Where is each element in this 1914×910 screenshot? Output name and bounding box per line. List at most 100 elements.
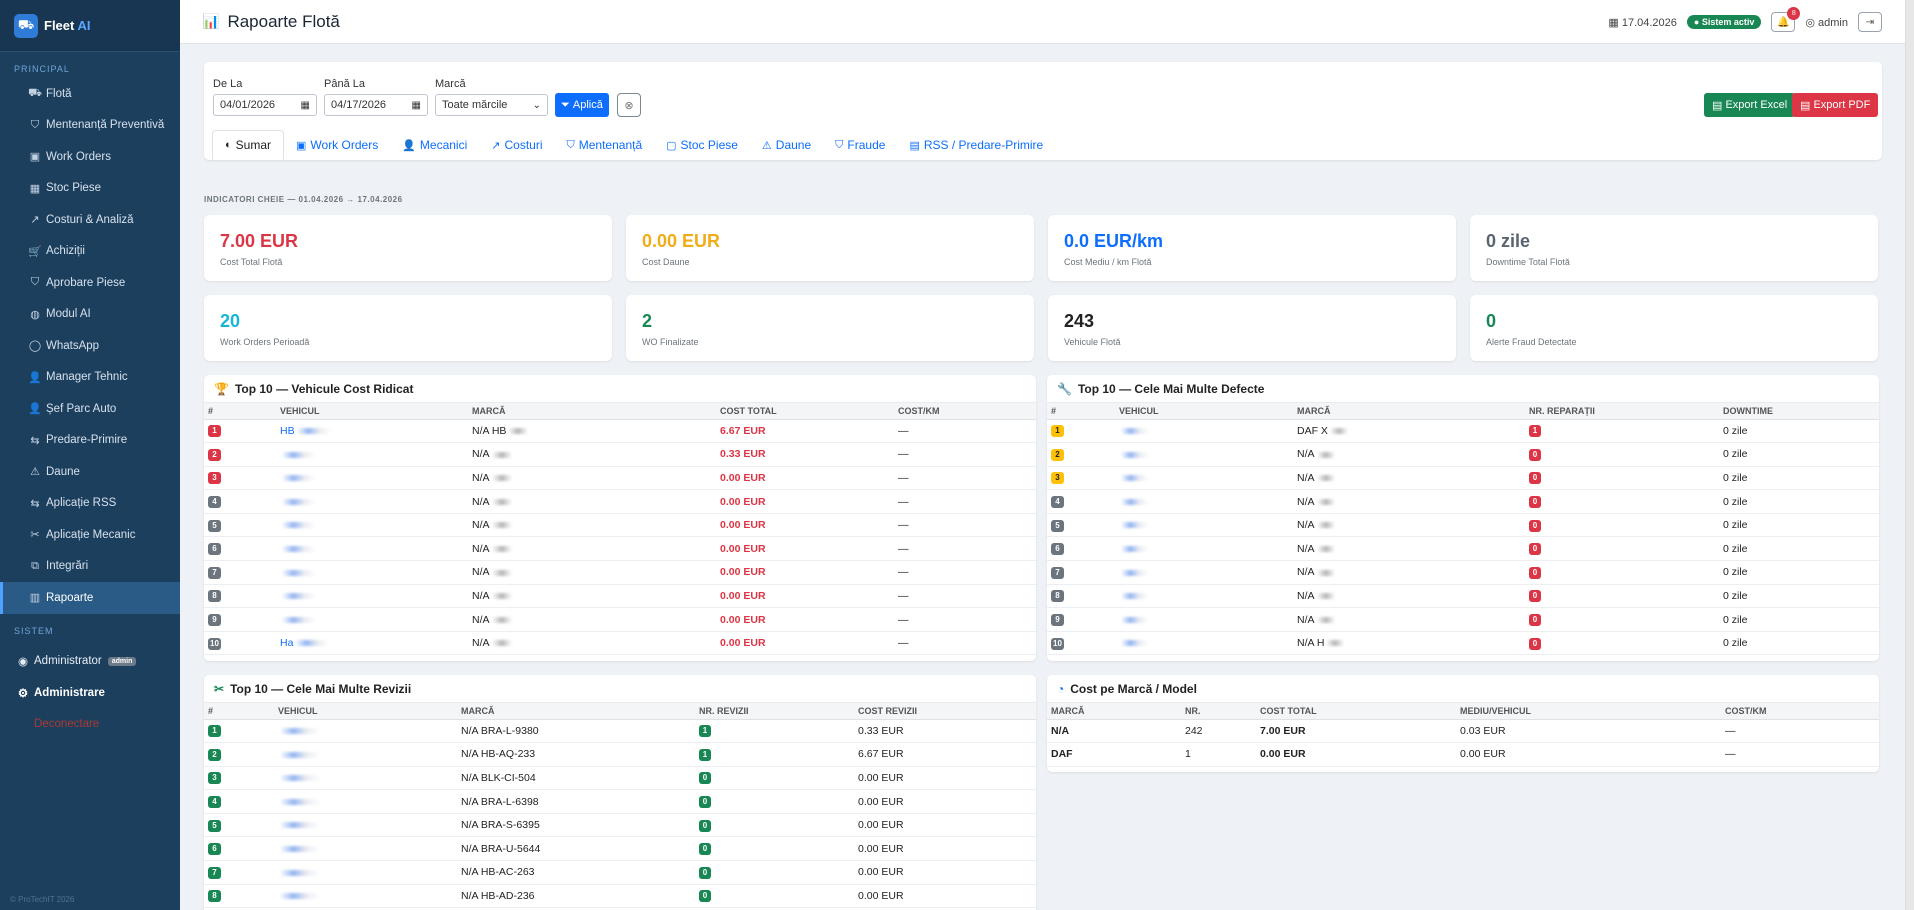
- table-row[interactable]: 10 Ha N/A 0.00 EUR —: [204, 631, 1036, 656]
- sidebar-item-15[interactable]: ✂ Aplicație Mecanic: [0, 519, 180, 551]
- vehicle-cell[interactable]: [274, 719, 457, 744]
- sidebar-item-7[interactable]: ⛉ Aprobare Piese: [0, 267, 180, 299]
- vehicle-cell[interactable]: [1115, 442, 1293, 467]
- vehicle-cell[interactable]: [276, 466, 468, 491]
- sidebar-logout[interactable]: Deconectare: [0, 709, 180, 741]
- apply-button[interactable]: ⏷ Aplică: [555, 93, 609, 117]
- vehicle-cell[interactable]: [276, 489, 468, 514]
- table-row[interactable]: DAF 1 0.00 EUR 0.00 EUR —: [1047, 742, 1879, 767]
- tab-2[interactable]: ▣ Work Orders: [284, 130, 390, 160]
- tab-6[interactable]: ▢ Stoc Piese: [654, 130, 750, 160]
- table-row[interactable]: 9 N/A 0.00 EUR —: [204, 607, 1036, 632]
- table-row[interactable]: 7 N/A 0.00 EUR —: [204, 560, 1036, 585]
- table-row[interactable]: 10 N/A H 0 0 zile: [1047, 631, 1879, 656]
- table-row[interactable]: 5 N/A 0 0 zile: [1047, 513, 1879, 538]
- table-row[interactable]: N/A 242 7.00 EUR 0.03 EUR —: [1047, 719, 1879, 744]
- sidebar-administrator[interactable]: ◉ Administrator admin: [0, 646, 180, 678]
- sidebar-item-6[interactable]: 🛒 Achiziții: [0, 236, 180, 268]
- tab-4[interactable]: ↗ Costuri: [479, 130, 554, 160]
- calendar-icon[interactable]: ▦: [411, 99, 421, 111]
- vehicle-cell[interactable]: [276, 607, 468, 632]
- vehicle-cell[interactable]: [274, 813, 457, 838]
- brand-select[interactable]: Toate mărcile ⌄: [435, 94, 548, 116]
- vehicle-cell[interactable]: [1115, 513, 1293, 538]
- table-row[interactable]: 8 N/A HB-AD-236 0 0.00 EUR: [204, 884, 1036, 909]
- vehicle-cell[interactable]: HB: [276, 419, 468, 444]
- table-row[interactable]: 4 N/A BRA-L-6398 0 0.00 EUR: [204, 789, 1036, 814]
- brand[interactable]: ⛟ Fleet AI: [0, 0, 180, 52]
- vehicle-cell[interactable]: [1115, 489, 1293, 514]
- table-row[interactable]: 5 N/A BRA-S-6395 0 0.00 EUR: [204, 813, 1036, 838]
- vehicle-cell[interactable]: [276, 536, 468, 562]
- vehicle-link[interactable]: HB: [280, 424, 295, 437]
- export-pdf-button[interactable]: ▤ Export PDF: [1792, 93, 1879, 117]
- sidebar-item-5[interactable]: ↗ Costuri & Analiză: [0, 204, 180, 236]
- table-row[interactable]: 5 N/A 0.00 EUR —: [204, 513, 1036, 538]
- vehicle-cell[interactable]: [274, 789, 457, 814]
- sidebar-item-10[interactable]: 👤 Manager Tehnic: [0, 362, 180, 394]
- tab-5[interactable]: ⛉ Mentenanță: [555, 130, 655, 160]
- table-row[interactable]: 4 N/A 0.00 EUR —: [204, 489, 1036, 514]
- sidebar-item-2[interactable]: ⛉ Mentenanță Preventivă: [0, 110, 180, 142]
- tab-3[interactable]: 👤 Mecanici: [390, 130, 479, 160]
- sidebar-item-4[interactable]: ▦ Stoc Piese: [0, 173, 180, 205]
- vehicle-cell[interactable]: Ha: [276, 631, 468, 656]
- vehicle-cell[interactable]: [274, 766, 457, 791]
- vehicle-cell[interactable]: [274, 860, 457, 885]
- logout-button[interactable]: ⇥: [1858, 12, 1882, 32]
- sidebar-item-11[interactable]: 👤 Șef Parc Auto: [0, 393, 180, 425]
- vehicle-cell[interactable]: [1115, 419, 1293, 444]
- table-row[interactable]: 2 N/A 0 0 zile: [1047, 442, 1879, 467]
- table-row[interactable]: 1 DAF X 1 0 zile: [1047, 419, 1879, 444]
- tab-8[interactable]: ⛉ Fraude: [823, 130, 897, 160]
- sidebar-item-17[interactable]: ▥ Rapoarte: [0, 582, 180, 614]
- table-row[interactable]: 3 N/A BLK-CI-504 0 0.00 EUR: [204, 766, 1036, 791]
- vehicle-cell[interactable]: [276, 560, 468, 585]
- user-menu[interactable]: ◎ admin: [1805, 16, 1848, 29]
- vehicle-cell[interactable]: [1115, 584, 1293, 609]
- sidebar-item-9[interactable]: ◯ WhatsApp: [0, 330, 180, 362]
- table-row[interactable]: 4 N/A 0 0 zile: [1047, 489, 1879, 514]
- tab-1[interactable]: ◐ Sumar: [212, 130, 284, 160]
- sidebar-item-3[interactable]: ▣ Work Orders: [0, 141, 180, 173]
- vehicle-cell[interactable]: [274, 884, 457, 909]
- sidebar-administrare[interactable]: ⚙ Administrare: [0, 677, 180, 709]
- vehicle-cell[interactable]: [276, 584, 468, 609]
- vehicle-cell[interactable]: [274, 836, 457, 862]
- sidebar-item-12[interactable]: ⇆ Predare-Primire: [0, 425, 180, 457]
- table-row[interactable]: 2 N/A HB-AQ-233 1 6.67 EUR: [204, 742, 1036, 767]
- table-row[interactable]: 6 N/A BRA-U-5644 0 0.00 EUR: [204, 836, 1036, 862]
- notifications-button[interactable]: 🔔 8: [1771, 7, 1801, 32]
- vehicle-cell[interactable]: [276, 442, 468, 467]
- vehicle-link[interactable]: Ha: [280, 637, 294, 650]
- table-row[interactable]: 3 N/A 0 0 zile: [1047, 466, 1879, 491]
- calendar-icon[interactable]: ▦: [300, 99, 310, 111]
- table-row[interactable]: 1 HB N/A HB 6.67 EUR —: [204, 419, 1036, 444]
- table-row[interactable]: 2 N/A 0.33 EUR —: [204, 442, 1036, 467]
- table-row[interactable]: 8 N/A 0 0 zile: [1047, 584, 1879, 609]
- to-date-input[interactable]: 04/17/2026 ▦: [324, 94, 428, 116]
- reset-button[interactable]: ⊗: [617, 93, 641, 117]
- table-row[interactable]: 9 N/A 0 0 zile: [1047, 607, 1879, 632]
- sidebar-item-1[interactable]: ⛟ Flotă: [0, 78, 180, 110]
- vehicle-cell[interactable]: [1115, 631, 1293, 656]
- sidebar-item-13[interactable]: ⚠ Daune: [0, 456, 180, 488]
- vehicle-cell[interactable]: [1115, 536, 1293, 562]
- sidebar-item-8[interactable]: ◍ Modul AI: [0, 299, 180, 331]
- table-row[interactable]: 1 N/A BRA-L-9380 1 0.33 EUR: [204, 719, 1036, 744]
- vehicle-cell[interactable]: [276, 513, 468, 538]
- vehicle-cell[interactable]: [1115, 466, 1293, 491]
- table-row[interactable]: 7 N/A HB-AC-263 0 0.00 EUR: [204, 860, 1036, 885]
- tab-9[interactable]: ▤ RSS / Predare-Primire: [897, 130, 1055, 160]
- table-row[interactable]: 7 N/A 0 0 zile: [1047, 560, 1879, 585]
- from-date-input[interactable]: 04/01/2026 ▦: [213, 94, 317, 116]
- vehicle-cell[interactable]: [1115, 560, 1293, 585]
- table-row[interactable]: 6 N/A 0 0 zile: [1047, 536, 1879, 562]
- sidebar-item-14[interactable]: ⇆ Aplicație RSS: [0, 488, 180, 520]
- scrollbar[interactable]: [1905, 0, 1914, 910]
- table-row[interactable]: 3 N/A 0.00 EUR —: [204, 466, 1036, 491]
- vehicle-cell[interactable]: [274, 742, 457, 767]
- tab-7[interactable]: ⚠ Daune: [750, 130, 823, 160]
- export-excel-button[interactable]: ▤ Export Excel: [1704, 93, 1796, 117]
- sidebar-item-16[interactable]: ⧉ Integrări: [0, 551, 180, 583]
